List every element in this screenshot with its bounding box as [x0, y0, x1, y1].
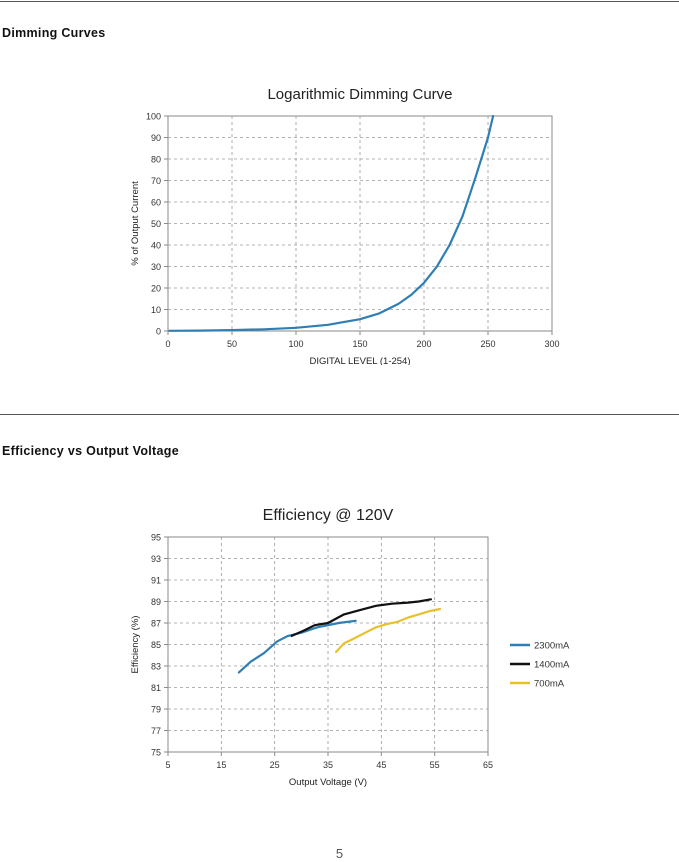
- y-tick-label: 95: [151, 533, 161, 543]
- y-tick-label: 91: [151, 576, 161, 586]
- legend-label-1400ma: 1400mA: [534, 660, 570, 671]
- y-tick-label: 80: [151, 155, 161, 165]
- y-tick-label: 20: [151, 284, 161, 294]
- x-tick-label: 50: [227, 339, 237, 349]
- efficiency-section-title: Efficiency vs Output Voltage: [2, 444, 179, 458]
- y-tick-label: 83: [151, 662, 161, 672]
- y-tick-label: 89: [151, 597, 161, 607]
- y-tick-label: 87: [151, 619, 161, 629]
- y-tick-label: 93: [151, 554, 161, 564]
- x-tick-label: 35: [323, 760, 333, 770]
- y-tick-label: 77: [151, 726, 161, 736]
- series-line-1400ma: [290, 598, 432, 637]
- x-tick-label: 65: [483, 760, 493, 770]
- x-tick-label: 200: [416, 339, 431, 349]
- x-tick-label: 5: [165, 760, 170, 770]
- y-tick-label: 90: [151, 133, 161, 143]
- y-tick-label: 100: [146, 112, 161, 122]
- efficiency-chart: Efficiency @ 120V 75 77 79 81 83 85 87 89 91 93 95 5…: [130, 507, 570, 788]
- x-tick-label: 150: [352, 339, 367, 349]
- legend-label-700ma: 700mA: [534, 679, 565, 690]
- top-divider: [0, 1, 679, 2]
- y-axis-label: Efficiency (%): [130, 616, 141, 674]
- x-tick-label: 100: [288, 339, 303, 349]
- y-tick-label: 81: [151, 683, 161, 693]
- middle-divider: [0, 414, 679, 415]
- dimming-chart: Logarithmic Dimming Curve 0 10 20 30 40 50 60 70…: [130, 86, 560, 365]
- x-tick-label: 45: [376, 760, 386, 770]
- series-line-2300ma: [237, 619, 357, 674]
- y-tick-label: 75: [151, 748, 161, 758]
- x-axis-label: DIGITAL LEVEL (1-254): [309, 356, 410, 365]
- y-tick-label: 85: [151, 640, 161, 650]
- y-tick-label: 60: [151, 198, 161, 208]
- page-number: 5: [335, 846, 344, 861]
- y-tick-label: 40: [151, 241, 161, 251]
- x-tick-label: 250: [480, 339, 495, 349]
- y-tick-label: 30: [151, 262, 161, 272]
- series-line-700ma: [334, 607, 442, 654]
- y-tick-label: 70: [151, 176, 161, 186]
- y-tick-label: 50: [151, 219, 161, 229]
- x-tick-label: 300: [544, 339, 559, 349]
- legend-label-2300ma: 2300mA: [534, 641, 570, 652]
- y-tick-label: 0: [156, 327, 161, 337]
- x-axis-label: Output Voltage (V): [289, 777, 367, 788]
- y-tick-label: 10: [151, 305, 161, 315]
- y-tick-label: 79: [151, 705, 161, 715]
- chart-title: Logarithmic Dimming Curve: [267, 86, 452, 103]
- series-line-0: [168, 114, 495, 332]
- x-tick-label: 0: [165, 339, 170, 349]
- x-tick-label: 25: [270, 760, 280, 770]
- y-axis-label: % of Output Current: [130, 181, 141, 266]
- x-tick-label: 55: [430, 760, 440, 770]
- chart-title: Efficiency @ 120V: [263, 507, 394, 524]
- dimming-section-title: Dimming Curves: [2, 26, 106, 40]
- x-tick-label: 15: [216, 760, 226, 770]
